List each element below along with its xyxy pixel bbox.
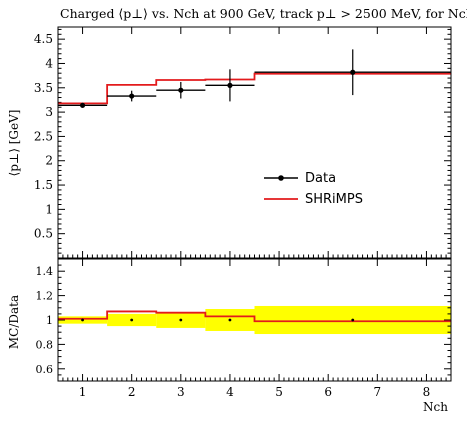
main-y-tick-label: 3 — [45, 105, 53, 119]
ratio-panel: 0.6 0.8 1 1.2 1.4 — [36, 258, 452, 382]
x-tick-label: 5 — [275, 385, 283, 399]
main-y-tick-label: 2.5 — [34, 129, 53, 143]
data-point — [227, 82, 233, 88]
x-tick-label: 1 — [79, 385, 87, 399]
x-tick-label: 8 — [423, 385, 431, 399]
main-y-tick-label: 4 — [45, 56, 53, 70]
x-tick-label: 2 — [128, 385, 136, 399]
legend-data-marker — [278, 175, 284, 181]
main-y-tick-label: 3.5 — [34, 81, 53, 95]
ratio-data-point — [179, 318, 183, 322]
ratio-y-tick-label: 1 — [46, 314, 53, 327]
ratio-data-point — [228, 318, 232, 322]
x-tick-label: 6 — [324, 385, 332, 399]
main-panel: 0.5 1 1.5 2 2.5 3 3.5 4 4.5 — [34, 26, 452, 259]
main-y-tick-label: 4.5 — [34, 32, 53, 46]
legend: Data SHRiMPS — [264, 171, 363, 207]
ratio-data-point — [81, 318, 84, 322]
data-point — [129, 93, 135, 99]
shrimps-ratio-line — [58, 310, 451, 323]
data-point — [79, 102, 86, 108]
main-y-tick-label: 1 — [45, 202, 53, 216]
legend-shrimps-label: SHRiMPS — [305, 192, 363, 207]
main-y-tick-label: 1.5 — [34, 178, 53, 192]
ratio-data-point — [130, 318, 134, 322]
main-y-axis-title: ⟨p⊥⟩ [GeV] — [7, 110, 21, 177]
ratio-data-point — [351, 318, 355, 322]
ratio-y-tick-label: 1.4 — [36, 265, 54, 278]
main-y-tick-label: 2 — [45, 154, 53, 168]
x-tick-label: 7 — [373, 385, 381, 399]
main-y-tick-label: 0.5 — [34, 227, 53, 241]
x-tick-label: 4 — [226, 385, 234, 399]
ratio-y-tick-label: 0.8 — [36, 338, 54, 351]
ratio-y-tick-label: 0.6 — [36, 363, 54, 376]
ratio-y-tick-label: 1.2 — [36, 290, 54, 303]
main-y-ticks: 0.5 1 1.5 2 2.5 3 3.5 4 4.5 — [34, 28, 451, 254]
plot-title: Charged ⟨p⊥⟩ vs. Nch at 900 GeV, track p… — [60, 6, 467, 21]
data-point — [178, 87, 184, 93]
x-axis-title: Nch — [423, 400, 448, 414]
data-point — [350, 69, 356, 75]
main-frame — [57, 26, 452, 259]
x-axis-ticks: 1 2 3 4 5 6 7 8 — [62, 27, 452, 399]
ratio-y-ticks: 0.6 0.8 1 1.2 1.4 — [36, 264, 451, 376]
legend-data-label: Data — [305, 171, 336, 186]
shrimps-histogram — [58, 72, 451, 105]
main-series — [58, 49, 451, 108]
ratio-y-axis-title: MC/Data — [7, 295, 21, 349]
ratio-series — [58, 310, 451, 323]
x-tick-label: 3 — [177, 385, 185, 399]
